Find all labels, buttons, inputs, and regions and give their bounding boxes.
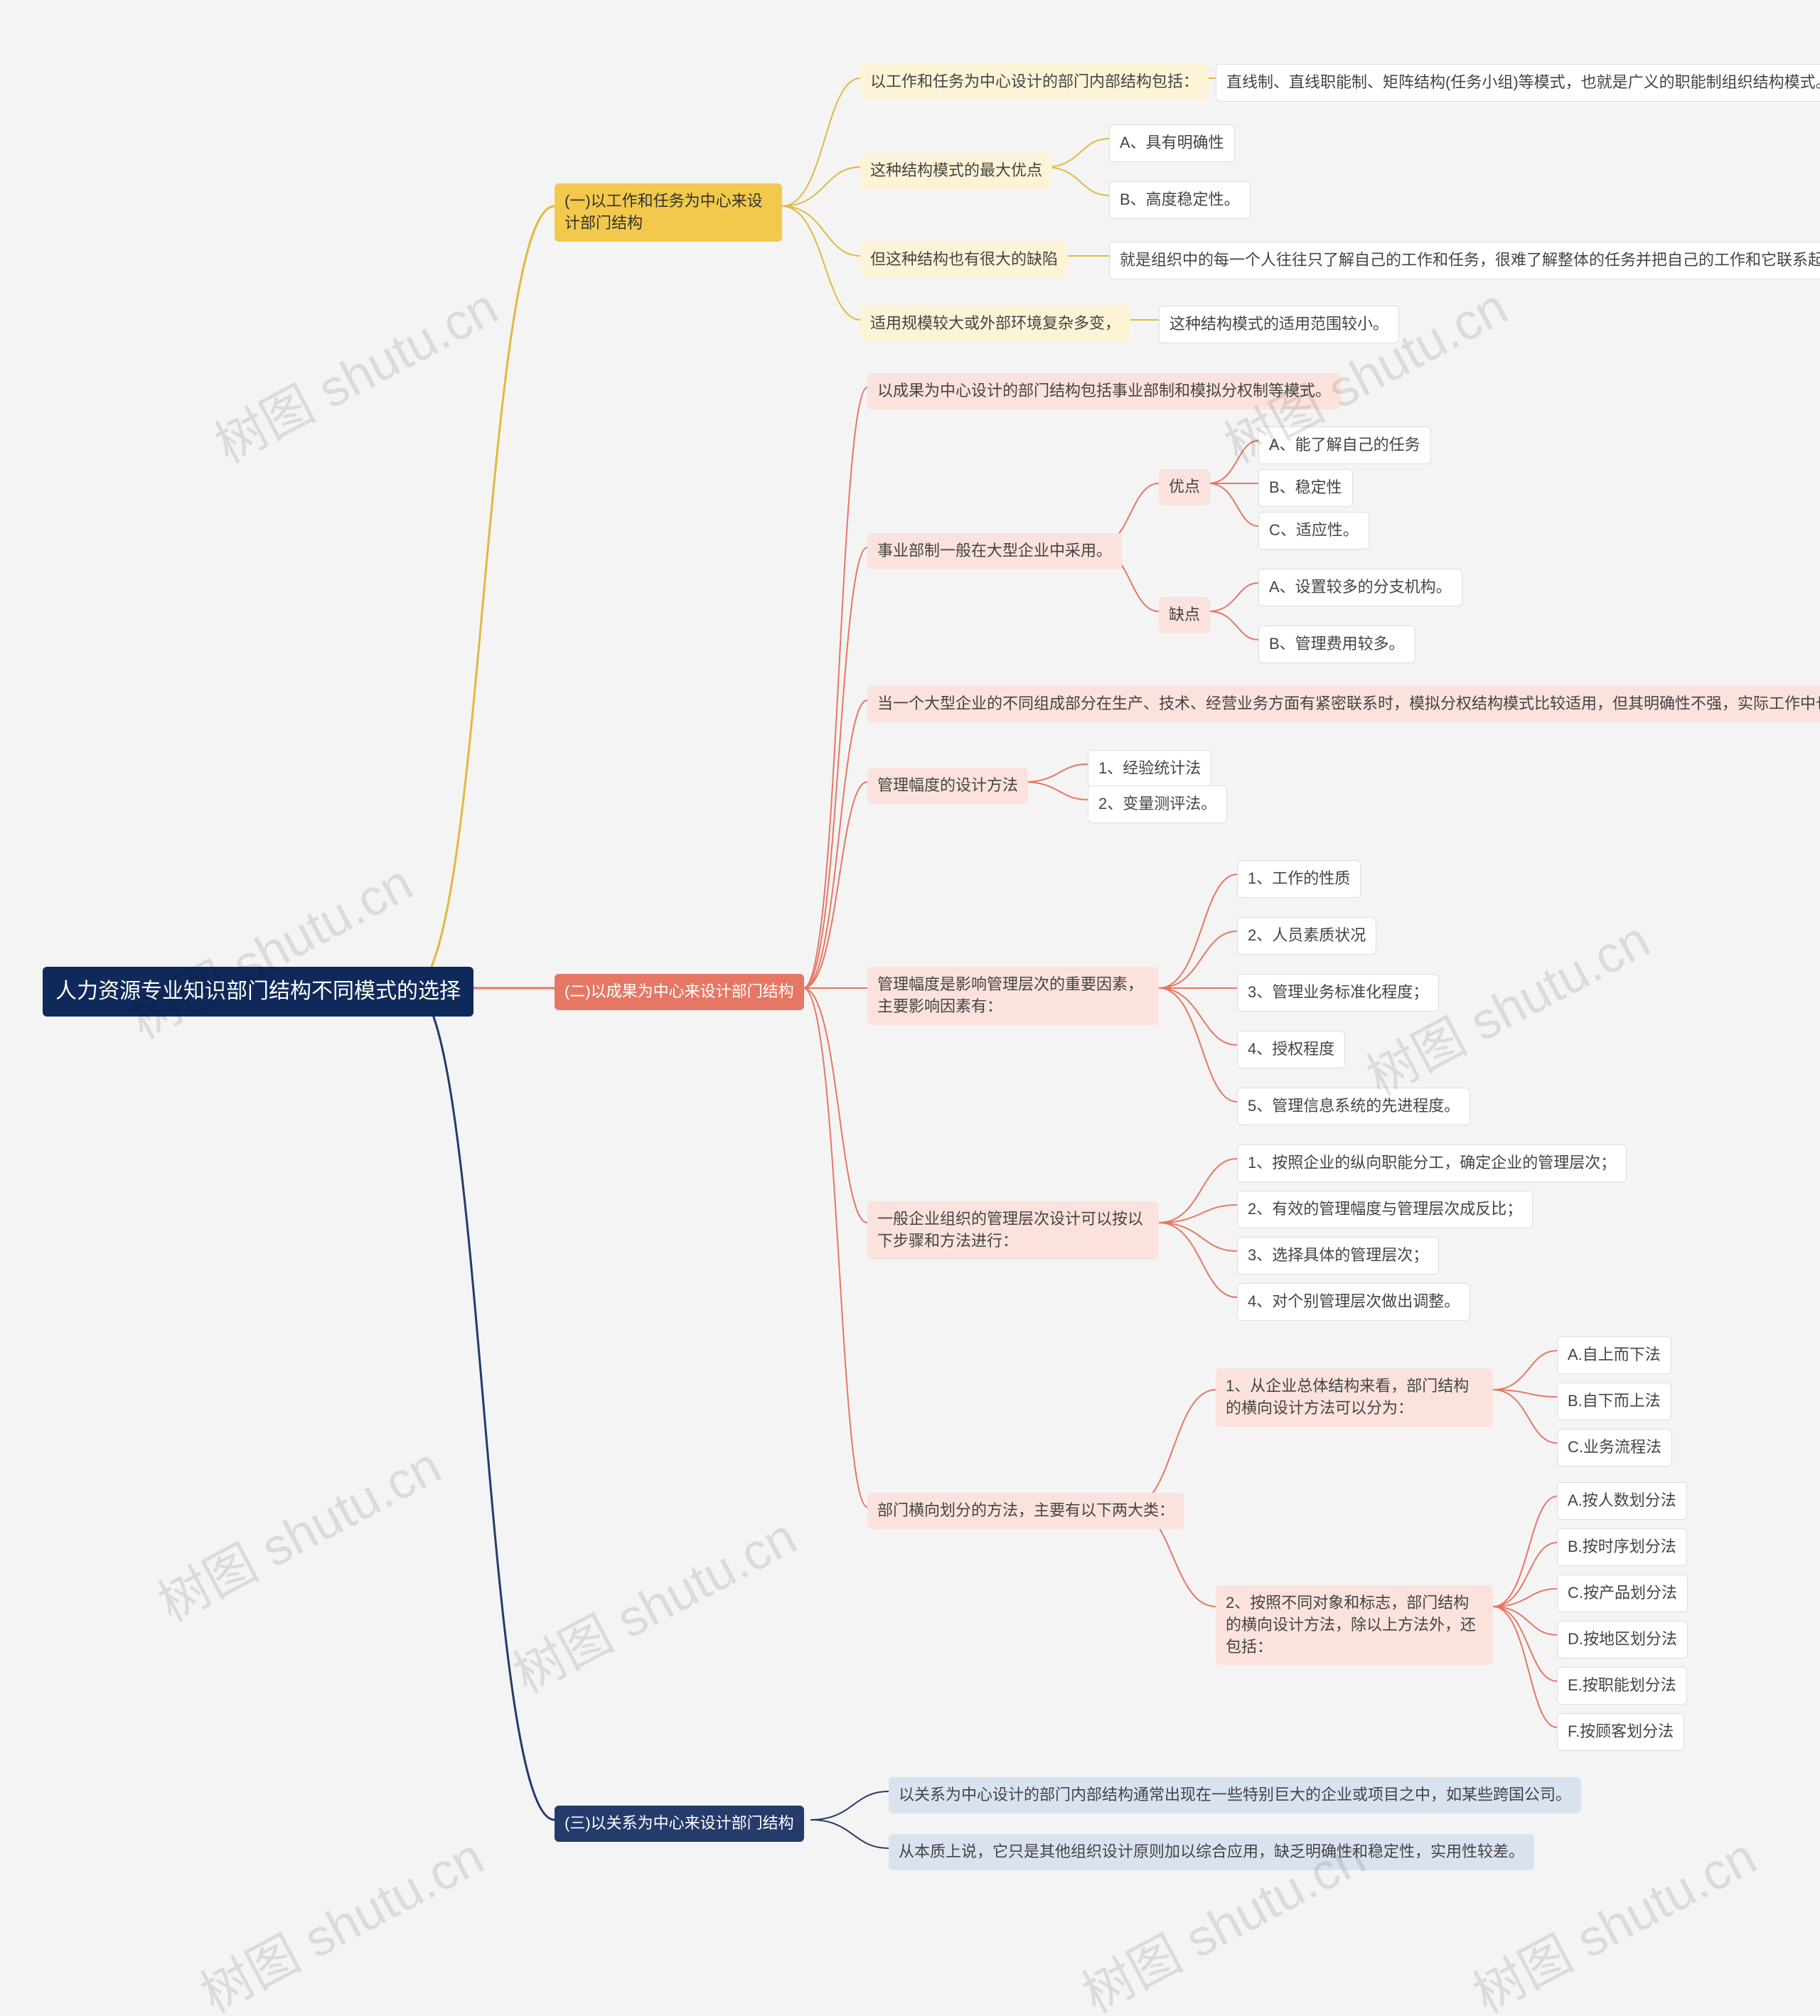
b2-n7-m2[interactable]: 2、按照不同对象和标志，部门结构的横向设计方法，除以上方法外，还包括： xyxy=(1216,1585,1493,1665)
watermark: 树图 shutu.cn xyxy=(114,842,423,1053)
b2-n4[interactable]: 管理幅度的设计方法 xyxy=(867,768,1028,804)
b2-n6-b: 2、有效的管理幅度与管理层次成反比； xyxy=(1237,1191,1533,1228)
b2-n6-d: 4、对个别管理层次做出调整。 xyxy=(1237,1283,1470,1321)
b2-n5-a: 1、工作的性质 xyxy=(1237,860,1361,898)
b2-n7-m2-c: C.按产品划分法 xyxy=(1557,1575,1688,1612)
b1-n3[interactable]: 但这种结构也有很大的缺陷 xyxy=(860,242,1068,278)
b2-n5[interactable]: 管理幅度是影响管理层次的重要因素，主要影响因素有： xyxy=(867,967,1159,1025)
b1-n1-leaf: 直线制、直线职能制、矩阵结构(任务小组)等模式，也就是广义的职能制组织结构模式。 xyxy=(1216,64,1820,102)
b1-n2-a: A、具有明确性 xyxy=(1109,124,1235,162)
b2-n7-m2-b: B.按时序划分法 xyxy=(1557,1528,1687,1566)
b2-n5-b: 2、人员素质状况 xyxy=(1237,917,1376,955)
b2-n2-adv[interactable]: 优点 xyxy=(1159,469,1210,505)
branch-1[interactable]: (一)以工作和任务为中心来设计部门结构 xyxy=(555,183,782,242)
b2-n3: 当一个大型企业的不同组成部分在生产、技术、经营业务方面有紧密联系时，模拟分权结构… xyxy=(867,686,1820,722)
b2-n7-m2-f: F.按顾客划分法 xyxy=(1557,1713,1684,1751)
branch-3[interactable]: (三)以关系为中心来设计部门结构 xyxy=(555,1806,804,1842)
b2-n2-adv-b: B、稳定性 xyxy=(1258,469,1353,507)
b2-n5-e: 5、管理信息系统的先进程度。 xyxy=(1237,1088,1470,1125)
b3-n2: 从本质上说，它只是其他组织设计原则加以综合应用，缺乏明确性和稳定性，实用性较差。 xyxy=(889,1834,1534,1870)
b1-n2[interactable]: 这种结构模式的最大优点 xyxy=(860,153,1052,189)
b2-n6-a: 1、按照企业的纵向职能分工，确定企业的管理层次； xyxy=(1237,1144,1627,1182)
watermark: 树图 shutu.cn xyxy=(143,1425,451,1636)
b2-n5-d: 4、授权程度 xyxy=(1237,1031,1345,1068)
b2-n7-m2-d: D.按地区划分法 xyxy=(1557,1621,1688,1658)
b2-n6-c: 3、选择具体的管理层次； xyxy=(1237,1237,1439,1275)
b2-n7-m1-a: A.自上而下法 xyxy=(1557,1336,1671,1374)
b2-n2-adv-c: C、适应性。 xyxy=(1258,512,1369,549)
b2-n4-b: 2、变量测评法。 xyxy=(1088,786,1227,823)
b2-n5-c: 3、管理业务标准化程度； xyxy=(1237,974,1439,1012)
b1-n1[interactable]: 以工作和任务为中心设计的部门内部结构包括： xyxy=(860,64,1209,100)
b1-n4-leaf: 这种结构模式的适用范围较小。 xyxy=(1159,306,1399,343)
b2-n2-adv-a: A、能了解自己的任务 xyxy=(1258,427,1431,464)
b2-n7[interactable]: 部门横向划分的方法，主要有以下两大类： xyxy=(867,1493,1184,1529)
root-node[interactable]: 人力资源专业知识部门结构不同模式的选择 xyxy=(43,967,473,1017)
b2-n7-m2-a: A.按人数划分法 xyxy=(1557,1482,1687,1520)
mindmap-canvas: 人力资源专业知识部门结构不同模式的选择 (一)以工作和任务为中心来设计部门结构 … xyxy=(0,0,1820,2016)
watermark: 树图 shutu.cn xyxy=(498,1496,807,1707)
b1-n3-leaf: 就是组织中的每一个人往往只了解自己的工作和任务，很难了解整体的任务并把自己的工作… xyxy=(1109,242,1820,279)
branch-2[interactable]: (二)以成果为中心来设计部门结构 xyxy=(555,974,804,1010)
watermark: 树图 shutu.cn xyxy=(200,266,508,477)
watermark: 树图 shutu.cn xyxy=(186,1816,494,2016)
b2-n2-dis[interactable]: 缺点 xyxy=(1159,597,1210,633)
b2-n2-dis-b: B、管理费用较多。 xyxy=(1258,626,1415,663)
b1-n4[interactable]: 适用规模较大或外部环境复杂多变， xyxy=(860,306,1130,342)
b2-n7-m1-c: C.业务流程法 xyxy=(1557,1429,1672,1467)
b2-n1: 以成果为中心设计的部门结构包括事业部制和模拟分权制等模式。 xyxy=(867,373,1341,409)
b2-n7-m1[interactable]: 1、从企业总体结构来看，部门结构的横向设计方法可以分为： xyxy=(1216,1368,1493,1427)
b2-n2-dis-a: A、设置较多的分支机构。 xyxy=(1258,569,1462,606)
b2-n4-a: 1、经验统计法 xyxy=(1088,750,1211,788)
b2-n6[interactable]: 一般企业组织的管理层次设计可以按以下步骤和方法进行： xyxy=(867,1201,1159,1260)
b2-n7-m1-b: B.自下而上法 xyxy=(1557,1383,1671,1420)
b2-n7-m2-e: E.按职能划分法 xyxy=(1557,1667,1687,1705)
b2-n2[interactable]: 事业部制一般在大型企业中采用。 xyxy=(867,533,1122,569)
b1-n2-b: B、高度稳定性。 xyxy=(1109,181,1251,219)
b3-n1: 以关系为中心设计的部门内部结构通常出现在一些特别巨大的企业或项目之中，如某些跨国… xyxy=(889,1777,1581,1813)
